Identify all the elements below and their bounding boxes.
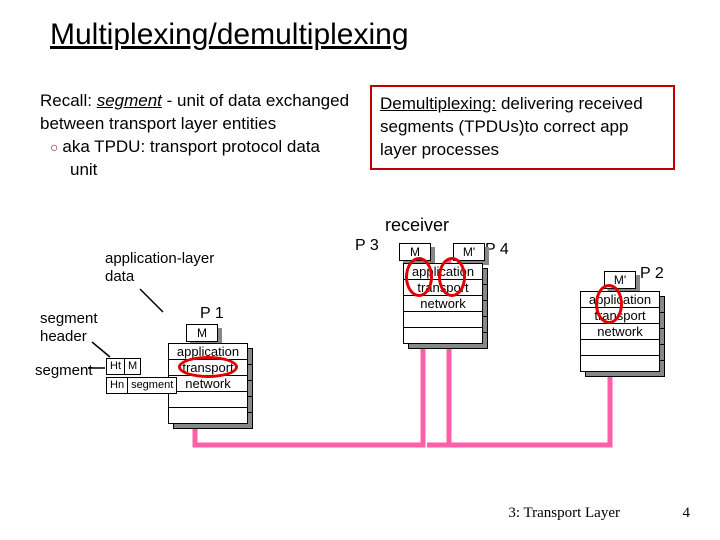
- p2-label: P 2: [640, 265, 664, 283]
- r-layer-e1: [404, 312, 482, 328]
- oval-p3: [405, 257, 433, 297]
- layer-empty2: [169, 408, 247, 423]
- oval-sender: [178, 356, 238, 378]
- r2-layer-e2: [581, 356, 659, 371]
- seg-ht: Ht: [107, 359, 125, 374]
- r2-layer-net: network: [581, 324, 659, 340]
- r-layer-e2: [404, 328, 482, 343]
- r-layer-net: network: [404, 296, 482, 312]
- data-path: [0, 0, 720, 540]
- oval-p2: [595, 284, 623, 324]
- segment-row-1: Ht M: [106, 358, 141, 375]
- layer-empty1: [169, 392, 247, 408]
- p3-label: P 3: [355, 237, 379, 255]
- page-number: 4: [683, 505, 691, 522]
- p1-label: P 1: [200, 305, 224, 323]
- oval-p4: [438, 257, 466, 297]
- seg-s: segment: [128, 378, 176, 393]
- layer-net: network: [169, 376, 247, 392]
- p1-m-box: M: [186, 324, 218, 342]
- footer-text: 3: Transport Layer: [508, 505, 620, 522]
- seg-hn: Hn: [107, 378, 128, 393]
- r2-layer-e1: [581, 340, 659, 356]
- seg-m: M: [125, 359, 140, 374]
- segment-row-2: Hn segment: [106, 377, 177, 394]
